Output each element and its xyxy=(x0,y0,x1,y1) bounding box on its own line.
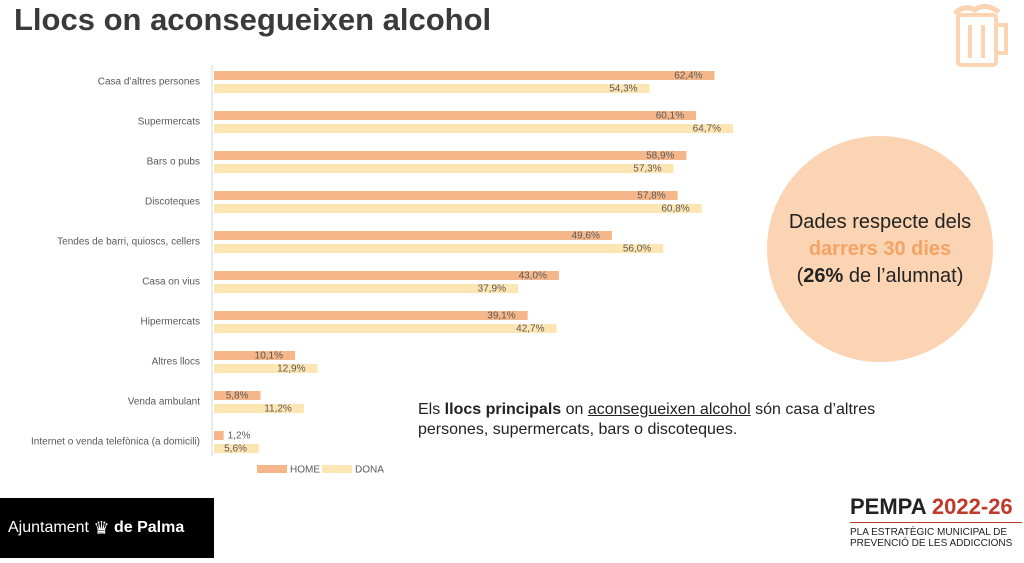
logo-text: Ajuntament xyxy=(8,519,89,536)
legend-swatch xyxy=(257,465,287,473)
callout-text: Dades respecte dels xyxy=(788,210,972,233)
callout-text: ( xyxy=(796,264,804,287)
bar xyxy=(214,364,318,373)
bar xyxy=(214,271,559,280)
value-label: 39,1% xyxy=(487,311,515,322)
bar xyxy=(214,111,697,120)
value-label: 60,1% xyxy=(656,111,684,122)
category-label: Discoteques xyxy=(145,197,200,208)
bar xyxy=(214,431,224,440)
category-label: Venda ambulant xyxy=(128,397,201,408)
note-text: Els xyxy=(418,401,445,418)
value-label: 64,7% xyxy=(693,124,721,135)
value-label: 37,9% xyxy=(478,284,506,295)
logo-text: PEMPA xyxy=(850,494,926,519)
category-label: Supermercats xyxy=(138,117,200,128)
note-text: on xyxy=(561,401,588,418)
bar xyxy=(214,404,304,413)
bar xyxy=(214,191,678,200)
note: Els llocs principals on aconsegueixen al… xyxy=(418,400,938,440)
note-text: són casa d’altres persones, supermercats… xyxy=(418,401,876,438)
bar xyxy=(214,84,650,93)
value-label: 62,4% xyxy=(674,71,702,82)
value-label: 54,3% xyxy=(609,84,637,95)
note-underline: aconsegueixen alcohol xyxy=(587,401,751,418)
logo-pempa: PEMPA 2022-26 PLA ESTRATÈGIC MUNICIPAL D… xyxy=(850,494,1022,549)
category-label: Tendes de barri, quioscs, cellers xyxy=(57,237,200,248)
note-bold: llocs principals xyxy=(444,401,562,418)
category-label: Casa on vius xyxy=(142,277,200,288)
callout: Dades respecte dels darrers 30 dies (26%… xyxy=(767,136,993,362)
value-label: 42,7% xyxy=(516,324,544,335)
value-label: 12,9% xyxy=(277,364,305,375)
legend-swatch xyxy=(322,465,352,473)
logo-crest: ♛ xyxy=(93,517,110,538)
bar xyxy=(214,444,259,453)
bar xyxy=(214,124,733,133)
bar xyxy=(214,311,528,320)
callout-highlight: darrers 30 dies xyxy=(808,237,952,260)
bar xyxy=(214,164,674,173)
bar xyxy=(214,284,519,293)
bar xyxy=(214,151,687,160)
value-label: 60,8% xyxy=(661,204,689,215)
logo-ajuntament: Ajuntament ♛ de Palma xyxy=(0,498,214,558)
callout-bold: 26% xyxy=(803,264,844,287)
bar xyxy=(214,351,296,360)
legend-label: DONA xyxy=(355,465,384,476)
logo-sub: PREVENCIÓ DE LES ADDICCIONS xyxy=(850,538,1013,549)
value-label: 56,0% xyxy=(623,244,651,255)
category-label: Hipermercats xyxy=(141,317,200,328)
bar xyxy=(214,71,715,80)
value-label: 57,3% xyxy=(633,164,661,175)
bar xyxy=(214,231,612,240)
value-label: 1,2% xyxy=(228,431,251,442)
value-label: 58,9% xyxy=(646,151,674,162)
bar xyxy=(214,204,702,213)
logo-text: de Palma xyxy=(113,519,185,536)
category-label: Internet o venda telefònica (a domicili) xyxy=(31,437,200,448)
logo-brand: PEMPA 2022-26 xyxy=(850,494,1022,523)
callout-text: (26% de l’alumnat) xyxy=(767,263,993,290)
bar xyxy=(214,244,664,253)
legend-label: HOME xyxy=(290,465,320,476)
logo-sub: PLA ESTRATÈGIC MUNICIPAL DE xyxy=(850,527,1008,538)
value-label: 43,0% xyxy=(519,271,547,282)
category-label: Altres llocs xyxy=(152,357,200,368)
beer-icon xyxy=(953,4,1008,67)
callout-text: de l’alumnat) xyxy=(843,264,964,287)
category-label: Bars o pubs xyxy=(147,157,200,168)
logo-text: 2022-26 xyxy=(931,494,1013,519)
value-label: 5,8% xyxy=(226,391,249,402)
slide-title: Llocs on aconsegueixen alcohol xyxy=(14,2,492,37)
value-label: 57,8% xyxy=(637,191,665,202)
value-label: 5,6% xyxy=(224,444,247,455)
bar xyxy=(214,324,557,333)
value-label: 11,2% xyxy=(264,404,292,415)
value-label: 10,1% xyxy=(255,351,283,362)
category-label: Casa d’altres persones xyxy=(98,77,200,88)
bar xyxy=(214,391,261,400)
value-label: 49,6% xyxy=(572,231,600,242)
